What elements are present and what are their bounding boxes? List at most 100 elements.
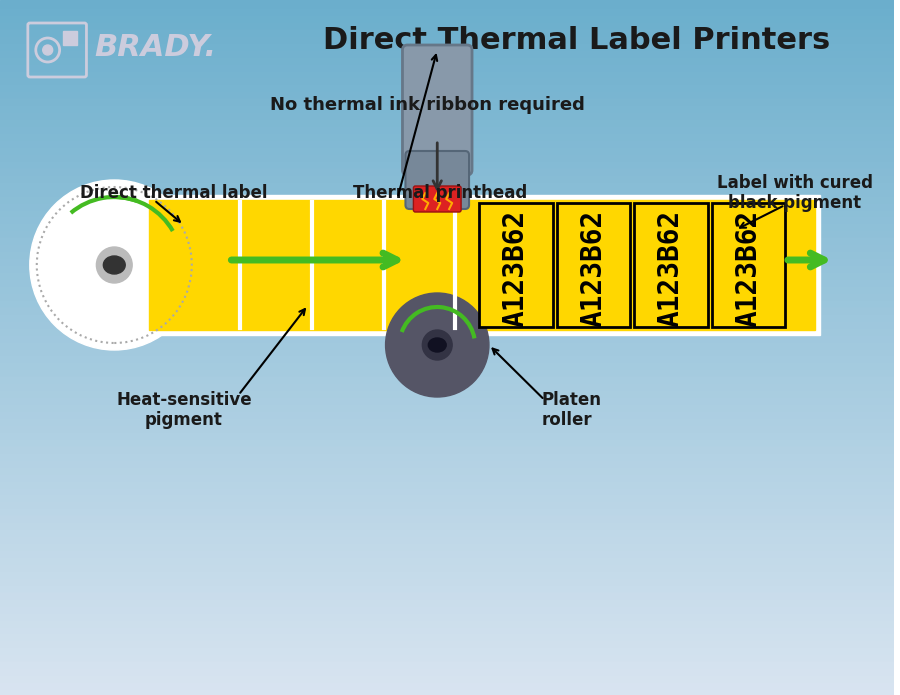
Bar bbox=[0, 243, 895, 250]
Bar bbox=[0, 0, 895, 7]
Bar bbox=[0, 7, 895, 14]
Bar bbox=[0, 361, 895, 368]
Bar bbox=[0, 542, 895, 549]
Bar bbox=[0, 202, 895, 208]
Bar bbox=[0, 139, 895, 146]
Ellipse shape bbox=[104, 256, 125, 274]
Bar bbox=[0, 264, 895, 271]
Bar bbox=[0, 49, 895, 56]
Bar bbox=[0, 278, 895, 285]
Bar bbox=[0, 626, 895, 632]
Bar bbox=[0, 570, 895, 577]
Bar bbox=[0, 208, 895, 215]
Bar bbox=[0, 42, 895, 49]
Circle shape bbox=[42, 45, 53, 55]
Bar bbox=[0, 612, 895, 619]
FancyBboxPatch shape bbox=[413, 186, 461, 212]
Bar bbox=[63, 31, 76, 45]
Bar bbox=[634, 203, 707, 327]
Bar bbox=[0, 28, 895, 35]
Bar bbox=[0, 667, 895, 674]
Bar bbox=[0, 21, 895, 28]
Bar bbox=[0, 493, 895, 500]
Bar bbox=[0, 334, 895, 341]
Bar bbox=[0, 229, 895, 236]
Bar bbox=[556, 203, 630, 327]
Text: A123B62: A123B62 bbox=[580, 209, 608, 327]
Bar bbox=[0, 188, 895, 195]
Bar bbox=[0, 660, 895, 667]
Bar bbox=[0, 222, 895, 229]
Bar bbox=[0, 35, 895, 42]
Bar bbox=[0, 313, 895, 320]
Bar bbox=[0, 438, 895, 445]
Bar bbox=[0, 480, 895, 486]
Bar bbox=[479, 203, 553, 327]
Bar bbox=[0, 354, 895, 361]
Bar bbox=[0, 174, 895, 181]
Bar bbox=[0, 514, 895, 521]
Bar bbox=[0, 619, 895, 626]
Bar bbox=[0, 653, 895, 660]
Text: A123B62: A123B62 bbox=[657, 209, 685, 327]
Bar bbox=[0, 591, 895, 598]
Circle shape bbox=[385, 293, 489, 397]
Bar bbox=[0, 556, 895, 563]
Bar bbox=[0, 14, 895, 21]
Text: Thermal printhead: Thermal printhead bbox=[353, 184, 527, 202]
Bar bbox=[0, 348, 895, 354]
Bar bbox=[144, 195, 820, 335]
Bar bbox=[0, 549, 895, 556]
Bar bbox=[0, 473, 895, 480]
Bar bbox=[0, 417, 895, 424]
Bar bbox=[0, 486, 895, 493]
Bar bbox=[0, 410, 895, 417]
Bar bbox=[0, 285, 895, 292]
Text: BRADY.: BRADY. bbox=[94, 33, 217, 61]
Bar bbox=[0, 181, 895, 188]
FancyBboxPatch shape bbox=[405, 151, 469, 209]
Bar bbox=[0, 500, 895, 507]
Bar bbox=[0, 56, 895, 63]
Text: Heat-sensitive
pigment: Heat-sensitive pigment bbox=[116, 391, 252, 430]
Bar bbox=[0, 674, 895, 681]
Bar bbox=[0, 299, 895, 306]
Bar bbox=[0, 70, 895, 76]
Bar bbox=[0, 250, 895, 257]
Text: Label with cured
black pigment: Label with cured black pigment bbox=[717, 174, 873, 213]
Text: Direct thermal label: Direct thermal label bbox=[79, 184, 267, 202]
Bar bbox=[149, 200, 814, 330]
Bar bbox=[0, 396, 895, 403]
Bar bbox=[0, 341, 895, 348]
Bar bbox=[0, 327, 895, 334]
Bar bbox=[0, 681, 895, 688]
Bar bbox=[0, 521, 895, 528]
Bar bbox=[0, 195, 895, 202]
Bar bbox=[0, 452, 895, 459]
Bar bbox=[0, 646, 895, 653]
Text: Direct Thermal Label Printers: Direct Thermal Label Printers bbox=[323, 26, 830, 54]
Text: No thermal ink ribbon required: No thermal ink ribbon required bbox=[270, 96, 585, 114]
Bar bbox=[0, 507, 895, 514]
Text: A123B62: A123B62 bbox=[734, 209, 762, 327]
Bar bbox=[0, 215, 895, 222]
Bar bbox=[0, 584, 895, 591]
Bar bbox=[0, 63, 895, 70]
Bar bbox=[0, 90, 895, 97]
Bar bbox=[0, 104, 895, 111]
Bar bbox=[0, 83, 895, 90]
Bar bbox=[0, 118, 895, 125]
Circle shape bbox=[422, 330, 452, 360]
Bar bbox=[0, 459, 895, 466]
Bar bbox=[0, 167, 895, 174]
Bar bbox=[0, 153, 895, 160]
Bar bbox=[0, 598, 895, 605]
Bar bbox=[0, 528, 895, 535]
Bar bbox=[0, 632, 895, 639]
Bar bbox=[0, 111, 895, 118]
Bar bbox=[0, 375, 895, 382]
Bar bbox=[0, 563, 895, 570]
Circle shape bbox=[96, 247, 132, 283]
Bar bbox=[0, 403, 895, 410]
Bar bbox=[0, 160, 895, 167]
